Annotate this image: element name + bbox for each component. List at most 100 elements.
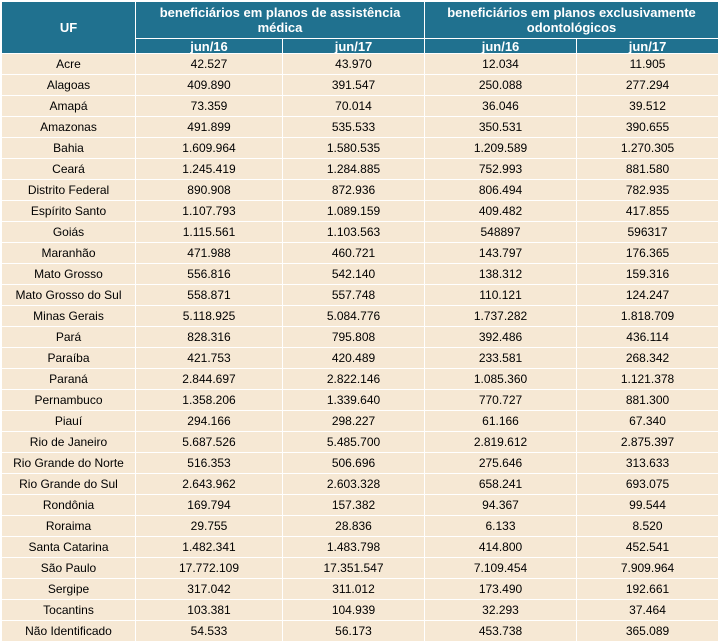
table-row: Não Identificado 54.533 56.173 453.738 365.0…	[1, 620, 719, 642]
cell-uf: Não Identificado	[1, 620, 136, 642]
cell-value: 7.909.964	[576, 557, 719, 579]
table-row: Pará 828.316 795.808 392.486 436.114	[1, 326, 719, 348]
cell-value: 12.034	[424, 53, 578, 75]
table-row: Sergipe 317.042 311.012 173.490 192.661	[1, 578, 719, 600]
header-period: jun/16	[424, 38, 578, 54]
header-period: jun/17	[576, 38, 719, 54]
cell-value: 596317	[576, 221, 719, 243]
cell-uf: Acre	[1, 53, 136, 75]
cell-value: 392.486	[424, 326, 578, 348]
cell-value: 61.166	[424, 410, 578, 432]
cell-value: 516.353	[135, 452, 283, 474]
header-row-groups: UF beneficiários em planos de assistênci…	[1, 1, 719, 54]
cell-uf: Maranhão	[1, 242, 136, 264]
cell-value: 36.046	[424, 95, 578, 117]
cell-value: 275.646	[424, 452, 578, 474]
cell-uf: Amapá	[1, 95, 136, 117]
cell-value: 7.109.454	[424, 557, 578, 579]
cell-value: 2.603.328	[281, 473, 426, 495]
header-period: jun/17	[281, 38, 426, 54]
cell-uf: Goiás	[1, 221, 136, 243]
table-row: Alagoas 409.890 391.547 250.088 277.294	[1, 74, 719, 96]
cell-uf: Paraná	[1, 368, 136, 390]
cell-uf: Paraíba	[1, 347, 136, 369]
cell-value: 1.115.561	[135, 221, 283, 243]
cell-value: 1.609.964	[135, 137, 283, 159]
cell-value: 2.643.962	[135, 473, 283, 495]
cell-value: 1.737.282	[424, 305, 578, 327]
cell-value: 390.655	[576, 116, 719, 138]
cell-value: 1.482.341	[135, 536, 283, 558]
cell-uf: Amazonas	[1, 116, 136, 138]
cell-value: 2.875.397	[576, 431, 719, 453]
cell-uf: Pará	[1, 326, 136, 348]
cell-value: 173.490	[424, 578, 578, 600]
cell-value: 56.173	[281, 620, 426, 642]
cell-value: 67.340	[576, 410, 719, 432]
cell-uf: Roraima	[1, 515, 136, 537]
table-row: Mato Grosso do Sul 558.871 557.748 110.121 1…	[1, 284, 719, 306]
cell-value: 658.241	[424, 473, 578, 495]
cell-value: 5.118.925	[135, 305, 283, 327]
cell-value: 39.512	[576, 95, 719, 117]
table-row: Rio Grande do Norte 516.353 506.696 275.646…	[1, 452, 719, 474]
table-row: Paraíba 421.753 420.489 233.581 268.342	[1, 347, 719, 369]
cell-value: 414.800	[424, 536, 578, 558]
table-row: Espírito Santo 1.107.793 1.089.159 409.482 4…	[1, 200, 719, 222]
cell-uf: Distrito Federal	[1, 179, 136, 201]
cell-value: 872.936	[281, 179, 426, 201]
table-row: Pernambuco 1.358.206 1.339.640 770.727 881.3…	[1, 389, 719, 411]
cell-value: 317.042	[135, 578, 283, 600]
cell-value: 8.520	[576, 515, 719, 537]
cell-value: 2.822.146	[281, 368, 426, 390]
cell-value: 1.089.159	[281, 200, 426, 222]
cell-uf: Espírito Santo	[1, 200, 136, 222]
header-group-dental: beneficiários em planos exclusivamente o…	[424, 1, 719, 39]
cell-value: 752.993	[424, 158, 578, 180]
cell-value: 1.818.709	[576, 305, 719, 327]
cell-value: 73.359	[135, 95, 283, 117]
cell-value: 233.581	[424, 347, 578, 369]
cell-value: 1.358.206	[135, 389, 283, 411]
cell-value: 2.844.697	[135, 368, 283, 390]
cell-value: 1.121.378	[576, 368, 719, 390]
table-row: Rio Grande do Sul 2.643.962 2.603.328 658.2…	[1, 473, 719, 495]
cell-value: 491.899	[135, 116, 283, 138]
table-row: São Paulo 17.772.109 17.351.547 7.109.454 7.…	[1, 557, 719, 579]
cell-value: 471.988	[135, 242, 283, 264]
cell-value: 17.772.109	[135, 557, 283, 579]
cell-value: 409.482	[424, 200, 578, 222]
cell-value: 28.836	[281, 515, 426, 537]
cell-value: 391.547	[281, 74, 426, 96]
cell-uf: Alagoas	[1, 74, 136, 96]
cell-value: 782.935	[576, 179, 719, 201]
cell-value: 268.342	[576, 347, 719, 369]
cell-uf: Rio Grande do Sul	[1, 473, 136, 495]
table-row: Bahia 1.609.964 1.580.535 1.209.589 1.270.30…	[1, 137, 719, 159]
cell-uf: São Paulo	[1, 557, 136, 579]
table-row: Paraná 2.844.697 2.822.146 1.085.360 1.121.3…	[1, 368, 719, 390]
cell-value: 277.294	[576, 74, 719, 96]
cell-value: 176.365	[576, 242, 719, 264]
cell-uf: Rondônia	[1, 494, 136, 516]
header-group-medical: beneficiários em planos de assistência m…	[134, 1, 426, 39]
cell-value: 1.580.535	[281, 137, 426, 159]
cell-value: 556.816	[135, 263, 283, 285]
table-row: Santa Catarina 1.482.341 1.483.798 414.800 4…	[1, 536, 719, 558]
cell-value: 421.753	[135, 347, 283, 369]
table-body: Acre 42.527 43.970 12.034 11.905 Alagoas 409.8…	[1, 53, 719, 642]
cell-value: 460.721	[281, 242, 426, 264]
cell-value: 558.871	[135, 284, 283, 306]
cell-value: 350.531	[424, 116, 578, 138]
cell-value: 890.908	[135, 179, 283, 201]
cell-value: 1.270.305	[576, 137, 719, 159]
table-row: Distrito Federal 890.908 872.936 806.494 782…	[1, 179, 719, 201]
cell-value: 453.738	[424, 620, 578, 642]
cell-value: 506.696	[281, 452, 426, 474]
cell-value: 436.114	[576, 326, 719, 348]
cell-value: 535.533	[281, 116, 426, 138]
cell-value: 420.489	[281, 347, 426, 369]
cell-value: 409.890	[135, 74, 283, 96]
cell-value: 313.633	[576, 452, 719, 474]
